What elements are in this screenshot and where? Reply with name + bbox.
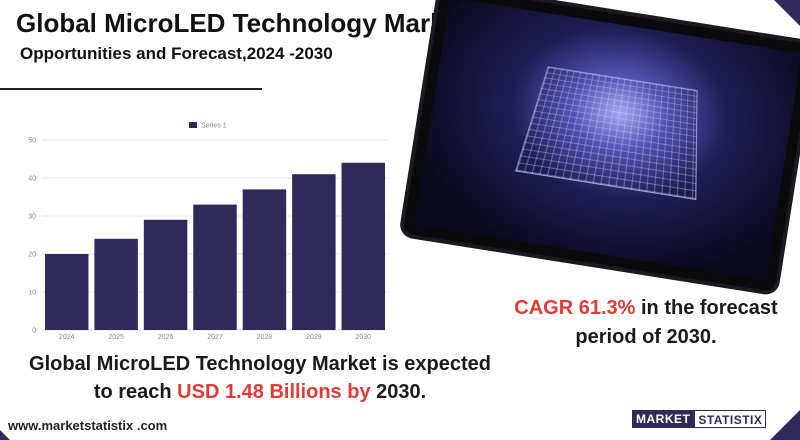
market-expectation: Global MicroLED Technology Market is exp… xyxy=(10,350,510,406)
x-tick-label: 2030 xyxy=(355,334,371,341)
bar-2030 xyxy=(342,163,385,330)
bar-2028 xyxy=(243,189,286,330)
page-title: Global MicroLED Technology Market xyxy=(16,8,468,39)
expectation-prefix: to reach xyxy=(94,381,177,403)
chart-svg: 01020304050Series 12024 2025 2026 2027 2028 2… xyxy=(28,112,390,344)
x-tick-label: 2026 xyxy=(158,334,174,341)
legend-swatch xyxy=(189,122,197,128)
logo-part-statistix: STATISTIX xyxy=(694,410,766,428)
x-tick-label: 2025 xyxy=(108,334,124,341)
brand-logo: MARKET STATISTIX xyxy=(632,410,766,428)
bar-2027 xyxy=(193,205,236,330)
bar-2029 xyxy=(292,174,335,330)
x-tick-label: 2029 xyxy=(306,334,322,341)
y-tick-label: 50 xyxy=(28,138,36,145)
bar-2025 xyxy=(94,239,137,330)
corner-decoration xyxy=(774,0,800,26)
x-tick-label: 2027 xyxy=(207,334,223,341)
bar-chart: 0 10 20 30 40 50 Series 1 2024 2025 2026 2027 2028 2… xyxy=(28,112,390,344)
legend-label: Series 1 xyxy=(201,123,227,130)
x-tick-label: 2028 xyxy=(257,334,273,341)
expectation-highlight: USD 1.48 Billions by xyxy=(177,381,370,403)
bar-2024 xyxy=(45,254,88,330)
divider xyxy=(0,88,262,90)
website-link[interactable]: www.marketstatistix .com xyxy=(8,418,167,433)
microled-chip-photo xyxy=(403,0,800,292)
expectation-line-2: to reach USD 1.48 Billions by 2030. xyxy=(10,378,510,406)
cagr-statement: CAGR 61.3% in the forecast period of 203… xyxy=(500,294,792,352)
y-tick-label: 0 xyxy=(32,328,36,335)
cagr-value: CAGR 61.3% xyxy=(514,297,635,319)
page-subtitle: Opportunities and Forecast,2024 -2030 xyxy=(20,44,333,64)
y-tick-label: 10 xyxy=(28,290,36,297)
chip-grid xyxy=(515,67,697,200)
chip-photo-screen xyxy=(414,0,800,280)
y-tick-label: 40 xyxy=(28,176,36,183)
logo-part-market: MARKET xyxy=(632,410,694,428)
expectation-suffix: 2030. xyxy=(371,381,427,403)
corner-decoration xyxy=(770,410,800,440)
bar-2026 xyxy=(144,220,187,330)
y-tick-label: 20 xyxy=(28,252,36,259)
expectation-line-1: Global MicroLED Technology Market is exp… xyxy=(10,350,510,378)
x-tick-label: 2024 xyxy=(59,334,75,341)
y-tick-label: 30 xyxy=(28,214,36,221)
